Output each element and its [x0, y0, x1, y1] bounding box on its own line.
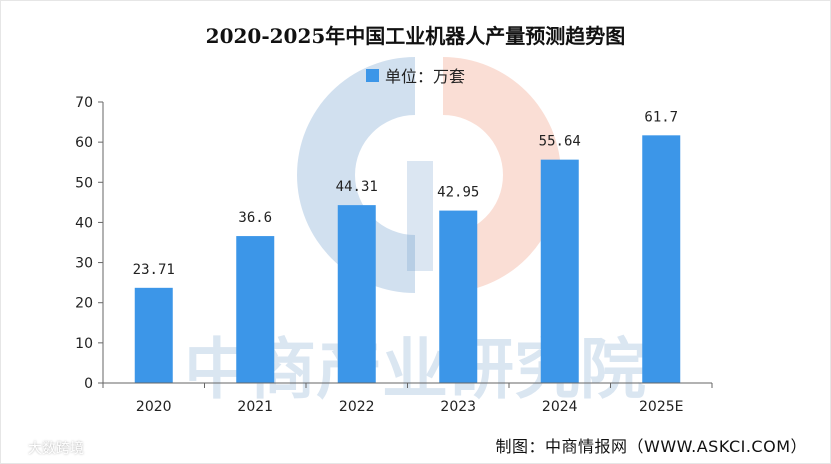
- y-tick-label-60: 60: [75, 135, 93, 151]
- bar-2021: [236, 236, 275, 383]
- y-tick-label-0: 0: [84, 376, 93, 392]
- legend-swatch: [365, 68, 379, 82]
- data-label-2025E: 61.7: [644, 109, 678, 125]
- y-tick-label-20: 20: [75, 296, 93, 312]
- x-tick-label-2025E: 2025E: [639, 399, 683, 415]
- y-tick-label-30: 30: [75, 256, 93, 272]
- y-tick-label-50: 50: [75, 175, 93, 191]
- x-tick-label-2020: 2020: [136, 399, 172, 415]
- source-credit: 制图：中商情报网（WWW.ASKCI.COM）: [495, 437, 807, 456]
- bar-2023: [439, 210, 478, 383]
- bars-group: [134, 135, 681, 383]
- bar-2022: [337, 205, 376, 383]
- y-tick-label-40: 40: [75, 215, 93, 231]
- data-label-2024: 55.64: [539, 134, 581, 150]
- data-label-2020: 23.71: [133, 262, 175, 278]
- bar-2024: [540, 159, 579, 383]
- x-tick-label-2021: 2021: [237, 399, 273, 415]
- data-label-2021: 36.6: [238, 210, 272, 226]
- axes-group: 0 10 20 30 40 50 60 70: [75, 95, 713, 392]
- bar-2025E: [642, 135, 681, 383]
- legend-label: 单位：万套: [384, 67, 465, 86]
- legend: 单位：万套: [0, 63, 831, 87]
- labels-group: 23.71 2020 36.6 2021 44.31 2022 42.95 2023 55.64…: [133, 109, 684, 415]
- y-tick-label-70: 70: [75, 95, 93, 111]
- watermark-stem: [407, 161, 433, 271]
- badge-label: 大数跨境: [28, 441, 84, 457]
- watermark: 中商产业研究院: [184, 57, 646, 408]
- x-tick-label-2023: 2023: [440, 399, 476, 415]
- data-label-2023: 42.95: [437, 185, 479, 201]
- watermark-arc-left: [297, 57, 415, 293]
- badge-logo-icon: [7, 443, 23, 453]
- data-label-2022: 44.31: [336, 179, 378, 195]
- x-tick-label-2022: 2022: [339, 399, 375, 415]
- bar-2020: [134, 287, 173, 383]
- chart-title: 2020-2025年中国工业机器人产量预测趋势图: [205, 24, 626, 48]
- y-tick-label-10: 10: [75, 336, 93, 352]
- x-tick-label-2024: 2024: [542, 399, 578, 415]
- badge: 大数跨境: [6, 438, 84, 458]
